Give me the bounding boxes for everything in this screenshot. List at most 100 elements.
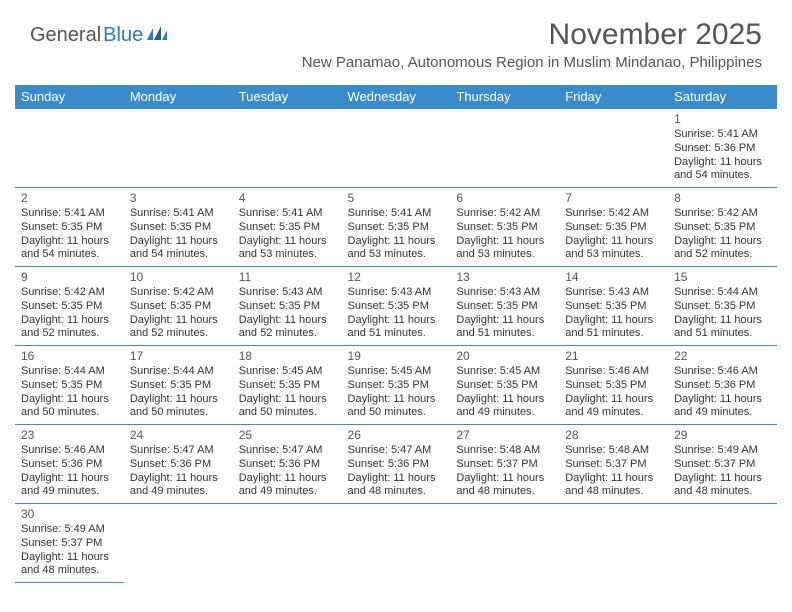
- daylight-line: Daylight: 11 hours and 49 minutes.: [239, 472, 336, 500]
- sunrise-line: Sunrise: 5:43 AM: [456, 286, 553, 300]
- sunrise-line: Sunrise: 5:49 AM: [21, 523, 118, 537]
- weekday-header: Wednesday: [342, 85, 451, 109]
- calendar-cell: 8Sunrise: 5:42 AMSunset: 5:35 PMDaylight…: [668, 188, 777, 267]
- daylight-line: Daylight: 11 hours and 53 minutes.: [348, 235, 445, 263]
- weekday-header: Sunday: [15, 85, 124, 109]
- sunrise-line: Sunrise: 5:44 AM: [130, 365, 227, 379]
- sunset-line: Sunset: 5:35 PM: [130, 221, 227, 235]
- calendar-cell-empty: [342, 109, 451, 188]
- calendar-cell: 18Sunrise: 5:45 AMSunset: 5:35 PMDayligh…: [233, 346, 342, 425]
- calendar-row: 9Sunrise: 5:42 AMSunset: 5:35 PMDaylight…: [15, 267, 777, 346]
- sunset-line: Sunset: 5:37 PM: [565, 458, 662, 472]
- daylight-line: Daylight: 11 hours and 48 minutes.: [674, 472, 771, 500]
- day-number: 3: [130, 191, 227, 206]
- calendar-cell: 27Sunrise: 5:48 AMSunset: 5:37 PMDayligh…: [450, 425, 559, 504]
- sunrise-line: Sunrise: 5:43 AM: [239, 286, 336, 300]
- sunrise-line: Sunrise: 5:41 AM: [348, 207, 445, 221]
- sunrise-line: Sunrise: 5:41 AM: [239, 207, 336, 221]
- sunset-line: Sunset: 5:36 PM: [674, 142, 771, 156]
- sunset-line: Sunset: 5:35 PM: [348, 379, 445, 393]
- sunrise-line: Sunrise: 5:43 AM: [348, 286, 445, 300]
- sunset-line: Sunset: 5:35 PM: [674, 300, 771, 314]
- sunrise-line: Sunrise: 5:41 AM: [130, 207, 227, 221]
- daylight-line: Daylight: 11 hours and 54 minutes.: [674, 156, 771, 184]
- calendar-cell-empty: [15, 109, 124, 188]
- day-number: 27: [456, 428, 553, 443]
- sunrise-line: Sunrise: 5:47 AM: [130, 444, 227, 458]
- sunset-line: Sunset: 5:35 PM: [348, 221, 445, 235]
- flag-icon: [147, 24, 167, 45]
- sunrise-line: Sunrise: 5:46 AM: [565, 365, 662, 379]
- sunset-line: Sunset: 5:36 PM: [130, 458, 227, 472]
- calendar-head: SundayMondayTuesdayWednesdayThursdayFrid…: [15, 85, 777, 109]
- sunset-line: Sunset: 5:35 PM: [456, 221, 553, 235]
- day-number: 5: [348, 191, 445, 206]
- sunrise-line: Sunrise: 5:45 AM: [456, 365, 553, 379]
- day-number: 7: [565, 191, 662, 206]
- daylight-line: Daylight: 11 hours and 50 minutes.: [239, 393, 336, 421]
- sunset-line: Sunset: 5:37 PM: [21, 537, 118, 551]
- calendar-row: 23Sunrise: 5:46 AMSunset: 5:36 PMDayligh…: [15, 425, 777, 504]
- sunrise-line: Sunrise: 5:47 AM: [239, 444, 336, 458]
- calendar-cell: 13Sunrise: 5:43 AMSunset: 5:35 PMDayligh…: [450, 267, 559, 346]
- day-number: 24: [130, 428, 227, 443]
- calendar-cell: 9Sunrise: 5:42 AMSunset: 5:35 PMDaylight…: [15, 267, 124, 346]
- logo-text-general: General: [30, 24, 101, 47]
- weekday-header: Friday: [559, 85, 668, 109]
- daylight-line: Daylight: 11 hours and 49 minutes.: [21, 472, 118, 500]
- day-number: 1: [674, 112, 771, 127]
- calendar-cell-empty: [450, 109, 559, 188]
- day-number: 4: [239, 191, 336, 206]
- sunrise-line: Sunrise: 5:42 AM: [674, 207, 771, 221]
- sunrise-line: Sunrise: 5:42 AM: [21, 286, 118, 300]
- sunrise-line: Sunrise: 5:41 AM: [674, 128, 771, 142]
- day-number: 15: [674, 270, 771, 285]
- sunset-line: Sunset: 5:36 PM: [348, 458, 445, 472]
- day-number: 13: [456, 270, 553, 285]
- day-number: 23: [21, 428, 118, 443]
- sunset-line: Sunset: 5:37 PM: [674, 458, 771, 472]
- sunrise-line: Sunrise: 5:42 AM: [456, 207, 553, 221]
- day-number: 10: [130, 270, 227, 285]
- sunset-line: Sunset: 5:35 PM: [239, 300, 336, 314]
- day-number: 9: [21, 270, 118, 285]
- calendar-cell: 3Sunrise: 5:41 AMSunset: 5:35 PMDaylight…: [124, 188, 233, 267]
- sunrise-line: Sunrise: 5:48 AM: [565, 444, 662, 458]
- sunset-line: Sunset: 5:35 PM: [239, 221, 336, 235]
- day-number: 26: [348, 428, 445, 443]
- sunset-line: Sunset: 5:35 PM: [21, 300, 118, 314]
- sunset-line: Sunset: 5:36 PM: [239, 458, 336, 472]
- day-number: 29: [674, 428, 771, 443]
- sunrise-line: Sunrise: 5:44 AM: [21, 365, 118, 379]
- calendar-cell-empty: [124, 504, 233, 583]
- calendar-cell-empty: [124, 109, 233, 188]
- calendar-cell: 7Sunrise: 5:42 AMSunset: 5:35 PMDaylight…: [559, 188, 668, 267]
- day-number: 17: [130, 349, 227, 364]
- page-title: November 2025: [302, 18, 762, 52]
- sunset-line: Sunset: 5:36 PM: [674, 379, 771, 393]
- day-number: 2: [21, 191, 118, 206]
- calendar-cell: 10Sunrise: 5:42 AMSunset: 5:35 PMDayligh…: [124, 267, 233, 346]
- day-number: 19: [348, 349, 445, 364]
- header: General Blue November 2025 New Panamao, …: [0, 0, 792, 79]
- weekday-header: Thursday: [450, 85, 559, 109]
- calendar-cell: 1Sunrise: 5:41 AMSunset: 5:36 PMDaylight…: [668, 109, 777, 188]
- sunrise-line: Sunrise: 5:47 AM: [348, 444, 445, 458]
- sunset-line: Sunset: 5:35 PM: [456, 379, 553, 393]
- sunrise-line: Sunrise: 5:48 AM: [456, 444, 553, 458]
- weekday-header: Saturday: [668, 85, 777, 109]
- sunset-line: Sunset: 5:35 PM: [130, 379, 227, 393]
- calendar-cell: 14Sunrise: 5:43 AMSunset: 5:35 PMDayligh…: [559, 267, 668, 346]
- calendar-cell: 22Sunrise: 5:46 AMSunset: 5:36 PMDayligh…: [668, 346, 777, 425]
- logo: General Blue: [30, 24, 167, 47]
- day-number: 28: [565, 428, 662, 443]
- calendar-cell-empty: [342, 504, 451, 583]
- daylight-line: Daylight: 11 hours and 49 minutes.: [674, 393, 771, 421]
- calendar-cell-empty: [233, 109, 342, 188]
- sunset-line: Sunset: 5:37 PM: [456, 458, 553, 472]
- calendar-cell: 23Sunrise: 5:46 AMSunset: 5:36 PMDayligh…: [15, 425, 124, 504]
- calendar-cell: 12Sunrise: 5:43 AMSunset: 5:35 PMDayligh…: [342, 267, 451, 346]
- calendar-cell: 2Sunrise: 5:41 AMSunset: 5:35 PMDaylight…: [15, 188, 124, 267]
- daylight-line: Daylight: 11 hours and 54 minutes.: [130, 235, 227, 263]
- daylight-line: Daylight: 11 hours and 52 minutes.: [239, 314, 336, 342]
